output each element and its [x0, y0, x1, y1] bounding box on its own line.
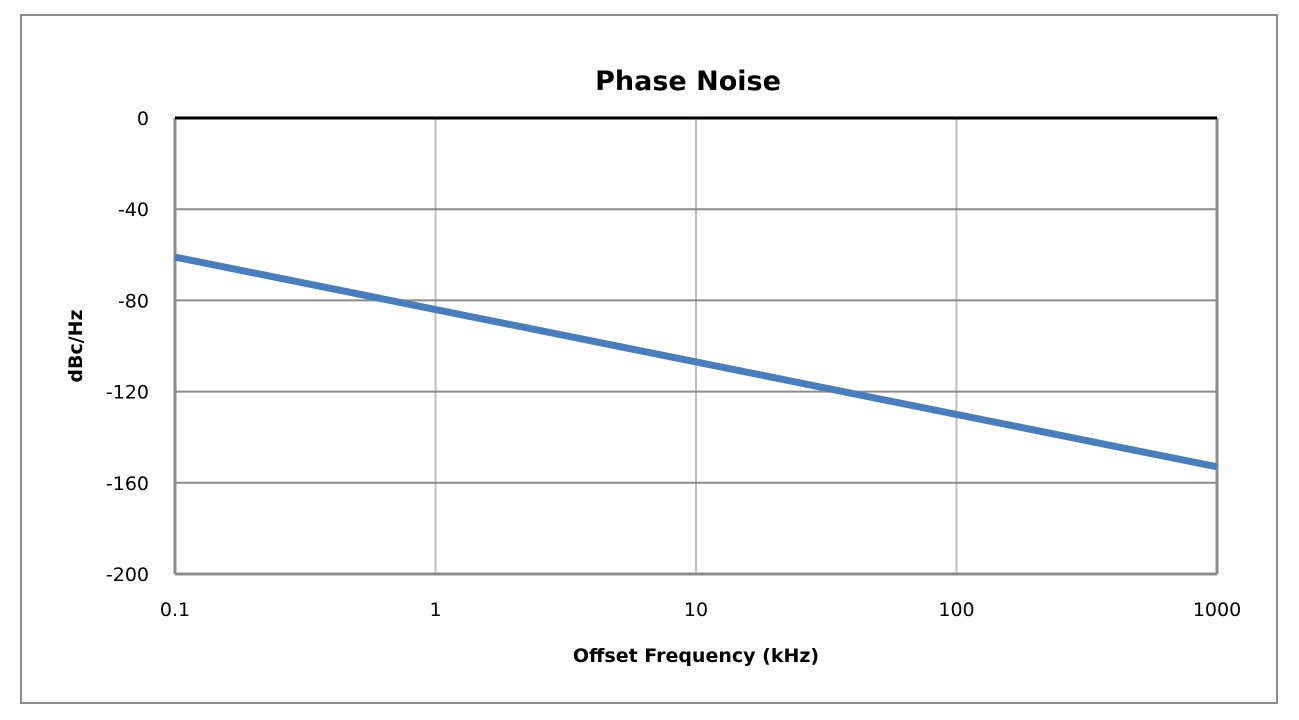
- chart-title: Phase Noise: [595, 66, 781, 97]
- x-tick-label: 1: [429, 599, 441, 621]
- y-tick-label: -80: [118, 290, 149, 312]
- x-tick-label: 100: [938, 599, 974, 621]
- y-tick-label: 0: [137, 108, 149, 130]
- y-tick-label: -160: [106, 473, 149, 495]
- phase-noise-series-line: [174, 253, 1218, 471]
- chart-border: [20, 14, 1278, 704]
- y-axis-label: dBc/Hz: [65, 309, 87, 382]
- x-tick-label: 10: [684, 599, 708, 621]
- y-tick-label: -200: [106, 564, 149, 586]
- y-tick-label: -120: [106, 382, 149, 404]
- x-tick-label: 1000: [1193, 599, 1241, 621]
- x-tick-label: 0.1: [160, 599, 190, 621]
- x-axis-label: Offset Frequency (kHz): [573, 645, 819, 667]
- y-tick-label: -40: [118, 199, 149, 221]
